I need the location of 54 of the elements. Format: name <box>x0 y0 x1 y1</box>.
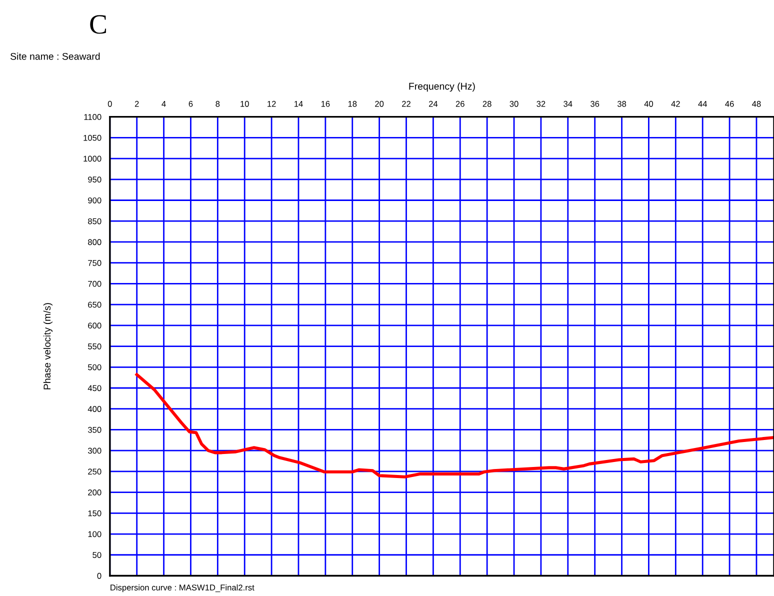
x-tick-label: 32 <box>536 100 546 107</box>
y-tick-label: 750 <box>88 260 102 266</box>
x-tick-label: 2 <box>134 100 139 107</box>
x-tick-label: 4 <box>162 101 166 107</box>
x-tick-label: 44 <box>698 101 707 107</box>
x-axis-title: Frequency (Hz) <box>409 82 475 92</box>
y-tick-label: 850 <box>88 218 102 224</box>
x-tick-label: 48 <box>752 100 761 107</box>
x-tick-label: 14 <box>294 101 303 107</box>
x-tick-label: 26 <box>456 100 464 107</box>
y-tick-label: 900 <box>88 197 102 204</box>
x-tick-label: 18 <box>348 100 357 107</box>
y-tick-label: 450 <box>88 385 102 392</box>
x-tick-label: 0 <box>108 100 112 107</box>
y-tick-label: 800 <box>88 239 102 246</box>
x-tick-label: 20 <box>375 100 384 107</box>
x-tick-label: 40 <box>644 100 654 107</box>
x-tick-label: 28 <box>482 100 492 107</box>
y-tick-label: 1000 <box>84 156 102 162</box>
x-tick-label: 24 <box>428 100 438 107</box>
line-series <box>135 373 774 478</box>
x-tick-label: 38 <box>617 100 626 107</box>
y-tick-label: 50 <box>92 552 102 558</box>
y-tick-label: 300 <box>88 448 102 454</box>
y-tick-label: 200 <box>88 489 102 496</box>
x-tick-label: 46 <box>725 100 734 107</box>
x-tick-label: 16 <box>321 100 330 107</box>
y-tick-label: 500 <box>88 364 102 370</box>
x-tick-label: 10 <box>240 100 249 107</box>
y-tick-label: 650 <box>88 302 102 308</box>
x-tick-label: 34 <box>564 100 572 107</box>
y-tick-label: 350 <box>88 426 102 433</box>
y-tick-label: 250 <box>88 468 102 475</box>
x-tick-label: 42 <box>671 100 680 107</box>
x-tick-label: 36 <box>590 100 600 107</box>
x-tick-label: 8 <box>216 100 220 107</box>
chart-subtitle: Site name : Seaward <box>10 52 100 60</box>
x-tick-label: 22 <box>402 100 410 107</box>
text: Dispersion curve : MASW1D_Final2.rst <box>110 584 254 592</box>
y-tick-label: 700 <box>88 280 102 287</box>
y-tick-label: 950 <box>88 176 102 182</box>
y-tick-label: 600 <box>88 322 102 329</box>
y-tick-label: 150 <box>88 510 102 516</box>
chart-title: C <box>90 15 106 34</box>
y-tick-label: 100 <box>88 531 102 538</box>
x-tick-label: 6 <box>188 100 193 107</box>
x-tick-label: 30 <box>510 100 518 107</box>
y-tick-label: 0 <box>97 572 102 579</box>
y-axis-title: Phase velocity (m/s) <box>43 303 52 390</box>
y-tick-label: 1100 <box>84 114 102 120</box>
y-tick-label: 1050 <box>84 134 102 141</box>
y-tick-label: 550 <box>88 343 102 350</box>
y-tick-label: 400 <box>88 406 102 412</box>
x-tick-label: 12 <box>268 100 276 107</box>
